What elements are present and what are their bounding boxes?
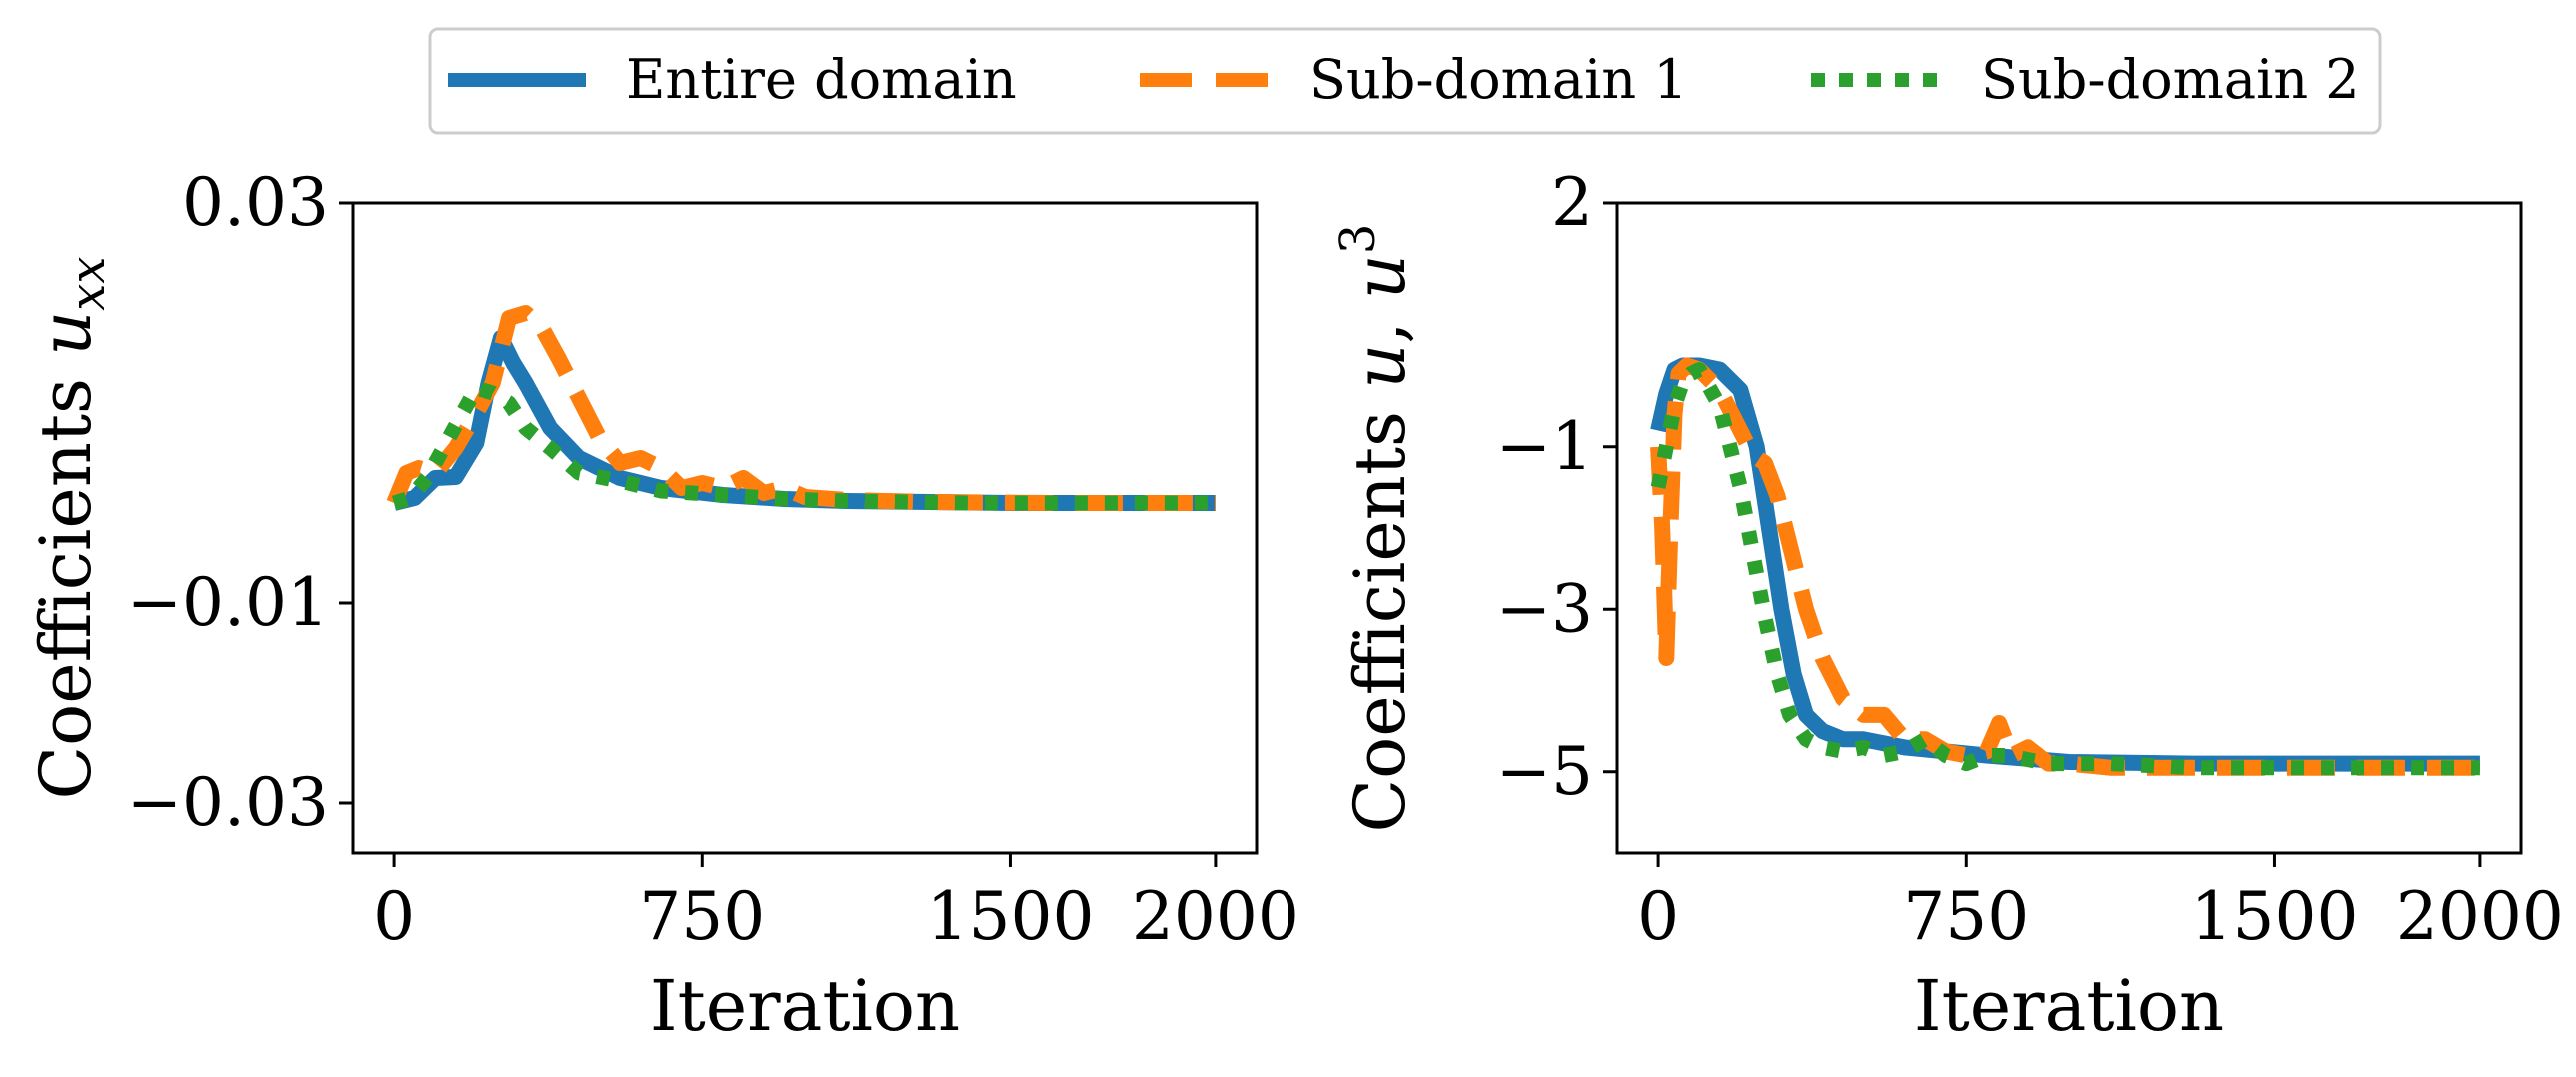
- series-line-entire-domain-left: [392, 330, 1216, 511]
- x-tick-label-left: 0: [373, 878, 415, 955]
- panel-right: 0 750 1500 2000 2 −1 −3 −5 Iteration Coefficien…: [1330, 164, 2564, 1047]
- legend-entry-sub-domain-2: Sub-domain 2: [1811, 48, 2360, 111]
- y-tick-label-left: −0.03: [127, 764, 329, 841]
- x-tick-label-right: 750: [1903, 878, 2029, 955]
- plot-frame-right: [1615, 201, 2523, 855]
- x-tick-label-left: 1500: [926, 878, 1094, 955]
- series-line-sub-domain-1-left: [386, 305, 1216, 511]
- ticks-layer-left: 0 750 1500 2000 0.03 −0.01 −0.03: [127, 164, 1299, 955]
- plot-frame-left: [351, 201, 1259, 855]
- y-label-var-left: u: [25, 311, 107, 356]
- y-tick-label-right: −3: [1496, 570, 1593, 647]
- y-label-sub-left: xx: [60, 257, 116, 311]
- y-axis-label-right: Coefficients u, u3: [1330, 224, 1421, 833]
- y-label-prefix-right: Coefficients: [1339, 389, 1421, 833]
- y-label-sup-right: 3: [1330, 224, 1386, 255]
- y-label-var2-right: u: [1339, 254, 1421, 299]
- y-axis-label-left: Coefficients uxx: [25, 257, 116, 800]
- x-tick-label-right: 0: [1637, 878, 1679, 955]
- x-tick-label-right: 2000: [2396, 878, 2564, 955]
- series-line-sub-domain-2-right: [1650, 362, 2480, 776]
- y-tick-label-left: 0.03: [182, 164, 329, 241]
- panel-left: 0 750 1500 2000 0.03 −0.01 −0.03 Iteration Coe…: [25, 164, 1299, 1047]
- x-tick-label-left: 2000: [1132, 878, 1299, 955]
- series-line-sub-domain-2-left: [391, 380, 1216, 511]
- series-layer-right: [1650, 357, 2480, 776]
- legend-label-sub-domain-1: Sub-domain 1: [1309, 48, 1688, 111]
- legend-entry-sub-domain-1: Sub-domain 1: [1140, 48, 1688, 111]
- ticks-layer-right: 0 750 1500 2000 2 −1 −3 −5: [1496, 164, 2564, 955]
- legend-label-sub-domain-2: Sub-domain 2: [1981, 48, 2360, 111]
- series-layer-left: [386, 305, 1216, 511]
- x-tick-label-left: 750: [639, 878, 765, 955]
- y-label-var-right: u: [1339, 344, 1421, 389]
- legend-label-entire-domain: Entire domain: [626, 48, 1017, 111]
- x-axis-label-left: Iteration: [650, 965, 960, 1047]
- legend-frame: [428, 27, 2382, 135]
- y-tick-label-right: 2: [1551, 164, 1593, 241]
- x-axis-label-right: Iteration: [1914, 965, 2224, 1047]
- y-label-prefix-left: Coefficients: [25, 356, 107, 800]
- y-label-sep-right: ,: [1339, 299, 1421, 344]
- legend: Entire domain Sub-domain 1 Sub-domain 2: [428, 27, 2382, 135]
- y-tick-label-right: −5: [1496, 733, 1593, 810]
- y-tick-label-left: −0.01: [127, 564, 329, 641]
- y-tick-label-right: −1: [1496, 408, 1593, 485]
- series-line-sub-domain-1-right: [1650, 357, 2480, 776]
- x-tick-label-right: 1500: [2190, 878, 2358, 955]
- legend-entry-entire-domain: Entire domain: [448, 48, 1017, 111]
